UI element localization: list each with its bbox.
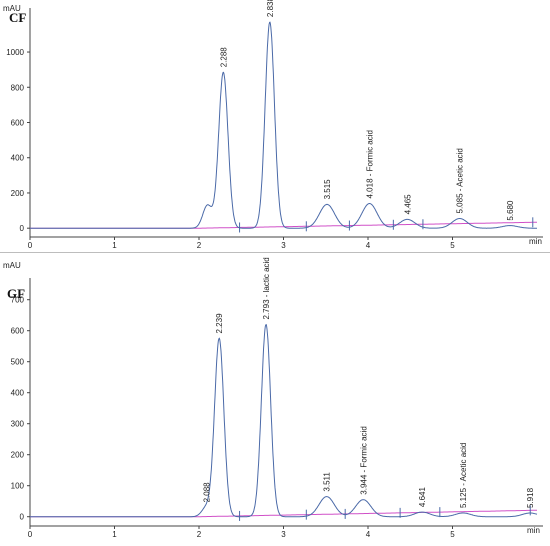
chromatogram-trace (30, 323, 538, 518)
x-tick-label: 5 (450, 241, 455, 250)
peak-label: 3.944 - Formic acid (359, 426, 368, 494)
y-tick-label: 200 (11, 451, 25, 460)
y-tick-label: 100 (11, 482, 25, 491)
y-tick-label: 200 (11, 189, 25, 198)
panel-label-gf: GF (7, 286, 26, 301)
y-tick-label: 600 (11, 327, 25, 336)
y-tick-label: 600 (11, 119, 25, 128)
y-tick-label: 0 (20, 224, 25, 233)
x-tick-label: 1 (112, 241, 117, 250)
y-tick-label: 0 (20, 513, 25, 522)
peak-label: 2.088 (202, 482, 211, 503)
peak-label: 5.125 - Acetic acid (459, 443, 468, 508)
chromatogram-gf-plot: 0 100 200 300 400 500 600 700 0 1 2 3 4 5 2.088 2.239 2.… (11, 257, 543, 539)
y-tick-label: 700 (11, 296, 25, 305)
x-tick-label: 0 (28, 530, 33, 539)
peak-label: 2.288 (219, 47, 228, 68)
y-tick-label: 800 (11, 83, 25, 92)
y-tick-label: 400 (11, 154, 25, 163)
x-unit-cf: min (529, 237, 542, 246)
peak-label: 2.838 - Lactic acid (266, 0, 275, 17)
peak-label: 5.680 (506, 200, 515, 221)
peak-label: 2.239 (215, 313, 224, 334)
peak-label: 4.018 - Formic acid (366, 130, 375, 198)
x-tick-label: 3 (281, 241, 286, 250)
peak-label: 3.515 (323, 179, 332, 200)
chromatogram-cf-panel: CF mAU min 0 200 400 600 800 1000 0 1 2 3 4 5 2.288 2… (0, 0, 550, 253)
peak-label: 5.918 (526, 487, 535, 508)
x-tick-label: 0 (28, 241, 33, 250)
x-tick-label: 1 (112, 530, 117, 539)
y-unit-cf: mAU (3, 4, 21, 13)
chromatogram-cf-plot: 0 200 400 600 800 1000 0 1 2 3 4 5 2.288 2.838 - Lact… (6, 0, 543, 250)
x-tick-label: 4 (366, 530, 371, 539)
peak-label: 4.641 (418, 487, 427, 508)
y-tick-label: 500 (11, 358, 25, 367)
x-tick-label: 5 (450, 530, 455, 539)
y-tick-label: 1000 (6, 48, 24, 57)
x-tick-label: 2 (197, 530, 202, 539)
y-tick-label: 300 (11, 420, 25, 429)
panel-label-cf: CF (9, 10, 27, 25)
peak-label: 2.793 - lactic acid (262, 257, 271, 319)
x-tick-label: 2 (197, 241, 202, 250)
peak-label: 3.511 (323, 472, 332, 492)
y-unit-gf: mAU (3, 261, 21, 270)
chromatogram-gf-panel: GF mAU min 0 100 200 300 400 500 600 700 0 1 2 3 4 5 2… (0, 256, 550, 546)
peak-label: 5.085 - Acetic acid (456, 148, 465, 213)
x-tick-label: 3 (281, 530, 286, 539)
peak-label: 4.465 (403, 194, 412, 215)
x-unit-gf: min (527, 526, 540, 535)
y-tick-label: 400 (11, 389, 25, 398)
x-tick-label: 4 (366, 241, 371, 250)
chromatogram-trace (30, 21, 537, 229)
